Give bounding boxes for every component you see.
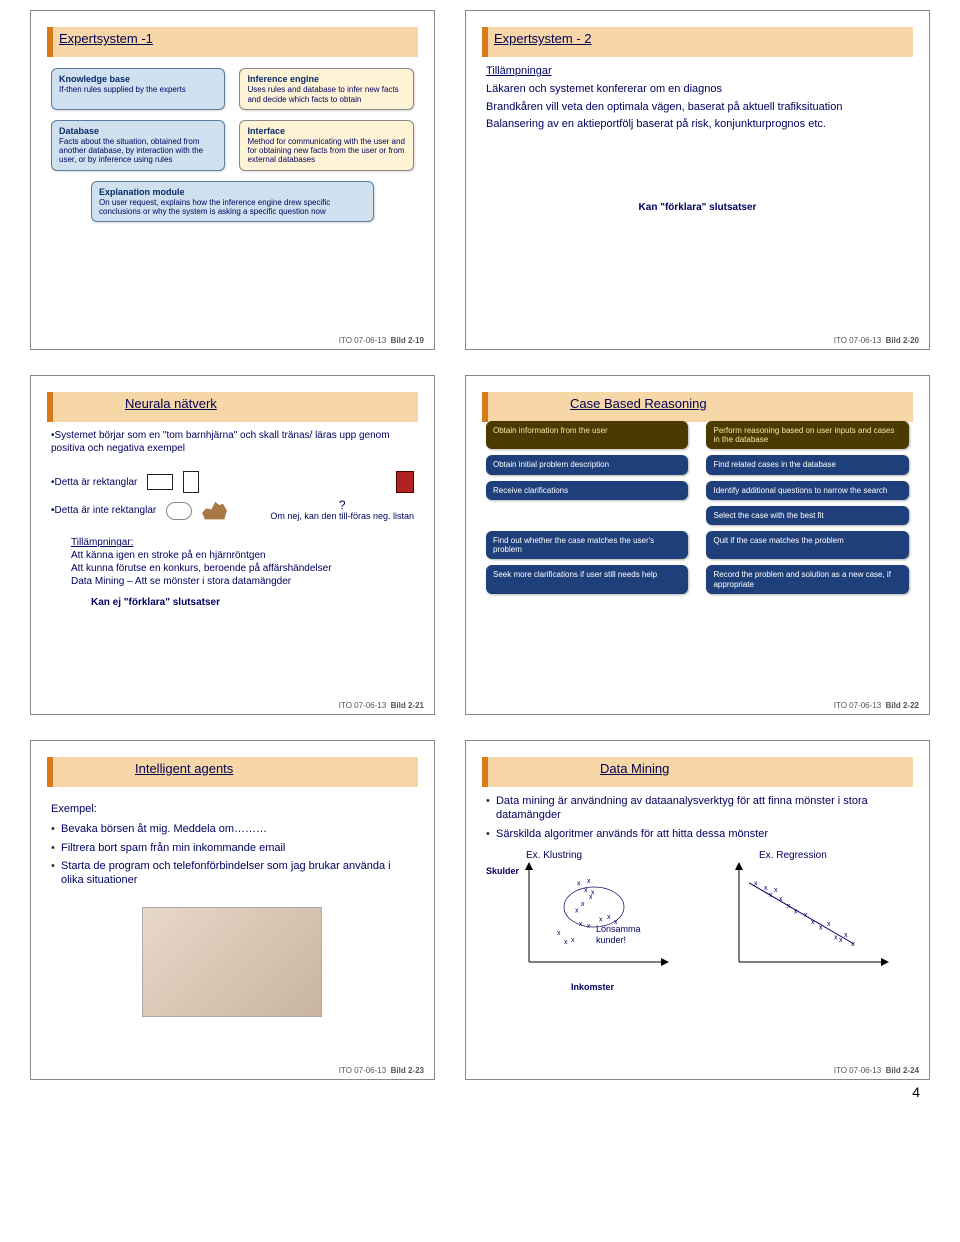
question-text: ? Om nej, kan den till-föras neg. listan (270, 499, 414, 522)
box-knowledge-base: Knowledge baseIf-then rules supplied by … (51, 68, 225, 110)
svg-text:x: x (575, 907, 579, 914)
cbr-step: Identify additional questions to narrow … (706, 481, 909, 500)
svg-text:x: x (599, 916, 603, 923)
rectangle-icon (147, 474, 173, 490)
page-number: 4 (912, 1084, 920, 1100)
regression-chart: Ex. Regression xxxxxxxxxxxxxxx (729, 849, 909, 1017)
explain-note: Kan "förklara" slutsatser (486, 201, 909, 214)
agent-examples: Bevaka börsen åt mig. Meddela om……… Filt… (51, 822, 414, 887)
cbr-step: Obtain initial problem description (486, 455, 689, 474)
slide-footer: ITO 07-06-13 Bild 2-21 (339, 701, 424, 710)
cloud-icon (166, 502, 192, 520)
svg-text:x: x (581, 901, 585, 908)
application-line: Balansering av en aktieportfölj baserat … (486, 117, 909, 131)
cbr-step: Select the case with the best fit (706, 506, 909, 525)
neg-label: •Detta är inte rektanglar (51, 504, 156, 517)
app-line: Att känna igen en stroke på en hjärnrönt… (71, 549, 414, 562)
slide-title: Intelligent agents (45, 755, 420, 776)
slide-footer: ITO 07-06-13 Bild 2-24 (834, 1066, 919, 1075)
svg-text:x: x (564, 939, 568, 946)
list-item: Starta de program och telefonförbindelse… (51, 859, 414, 888)
expert-system-diagram: Knowledge baseIf-then rules supplied by … (51, 68, 414, 222)
applications-heading: Tillämpningar (486, 64, 909, 78)
svg-text:x: x (834, 934, 838, 941)
rectangle-icon (183, 471, 199, 493)
application-line: Läkaren och systemet konfererar om en di… (486, 82, 909, 96)
intro-text: •Systemet börjar som en "tom barnhjärna"… (51, 429, 414, 455)
svg-text:x: x (571, 937, 575, 944)
application-line: Brandkåren vill veta den optimala vägen,… (486, 100, 909, 114)
slide-footer: ITO 07-06-13 Bild 2-22 (834, 701, 919, 710)
apps-heading: Tillämpningar: (71, 536, 414, 549)
slide-expertsystem-2: Expertsystem - 2 Tillämpningar Läkaren o… (465, 10, 930, 350)
slide-title: Data Mining (480, 755, 915, 776)
chart-title: Ex. Regression (759, 849, 909, 862)
cbr-step: Find related cases in the database (706, 455, 909, 474)
cbr-step: Record the problem and solution as a new… (706, 565, 909, 593)
cluster-svg: xxxxxxxxxxxxxxx (519, 862, 699, 982)
example-label: Exempel: (51, 802, 414, 816)
svg-text:x: x (827, 921, 831, 928)
svg-text:x: x (557, 930, 561, 937)
slide-grid: Expertsystem -1 Knowledge baseIf-then ru… (0, 10, 960, 1080)
app-line: Data Mining – Att se mönster i stora dat… (71, 575, 414, 588)
cluster-annotation: Lönsamma kunder! (596, 924, 656, 947)
slide-title: Expertsystem - 2 (480, 25, 915, 46)
slide-title: Case Based Reasoning (480, 390, 915, 411)
photo-placeholder (142, 907, 322, 1017)
data-mining-bullets: Data mining är användning av dataanalysv… (486, 794, 909, 841)
cluster-chart: Ex. Klustring Skulder xxxxxxxxxxxxxxx (486, 849, 699, 1017)
slide-footer: ITO 07-06-13 Bild 2-19 (339, 336, 424, 345)
cbr-step: Perform reasoning based on user inputs a… (706, 421, 909, 449)
book-icon (396, 471, 414, 493)
svg-text:x: x (577, 880, 581, 887)
cbr-step: Receive clarifications (486, 481, 689, 500)
svg-text:x: x (607, 914, 611, 921)
svg-text:x: x (774, 887, 778, 894)
slide-expertsystem-1: Expertsystem -1 Knowledge baseIf-then ru… (30, 10, 435, 350)
app-line: Att kunna förutse en konkurs, beroende p… (71, 562, 414, 575)
box-database: DatabaseFacts about the situation, obtai… (51, 120, 225, 171)
slide-intelligent-agents: Intelligent agents Exempel: Bevaka börse… (30, 740, 435, 1080)
chart-title: Ex. Klustring (526, 849, 699, 862)
slide-footer: ITO 07-06-13 Bild 2-23 (339, 1066, 424, 1075)
cbr-step: Quit if the case matches the problem (706, 531, 909, 559)
svg-text:x: x (587, 878, 591, 885)
list-item: Bevaka börsen åt mig. Meddela om……… (51, 822, 414, 836)
slide-data-mining: Data Mining Data mining är användning av… (465, 740, 930, 1080)
svg-text:x: x (591, 889, 595, 896)
box-interface: InterfaceMethod for communicating with t… (239, 120, 414, 171)
no-explain-note: Kan ej "förklara" slutsatser (71, 596, 414, 609)
slide-title: Neurala nätverk (45, 390, 420, 411)
svg-text:x: x (844, 932, 848, 939)
y-axis-label: Skulder (486, 866, 519, 878)
regression-svg: xxxxxxxxxxxxxxx (729, 862, 909, 982)
slide-case-based-reasoning: Case Based Reasoning Obtain information … (465, 375, 930, 715)
x-axis-label: Inkomster (486, 982, 699, 994)
box-inference-engine: Inference engineUses rules and database … (239, 68, 414, 110)
slide-neural-networks: Neurala nätverk •Systemet börjar som en … (30, 375, 435, 715)
box-explanation-module: Explanation moduleOn user request, expla… (91, 181, 374, 223)
svg-text:x: x (839, 937, 843, 944)
list-item: Särskilda algoritmer används för att hit… (486, 827, 909, 841)
cbr-diagram: Obtain information from the user Perform… (486, 421, 909, 594)
cbr-step: Obtain information from the user (486, 421, 689, 449)
horse-icon (202, 500, 228, 522)
svg-text:x: x (851, 941, 855, 948)
cbr-step: Seek more clarifications if user still n… (486, 565, 689, 593)
slide-title: Expertsystem -1 (45, 25, 420, 46)
svg-text:x: x (764, 885, 768, 892)
list-item: Data mining är användning av dataanalysv… (486, 794, 909, 823)
cbr-step: Find out whether the case matches the us… (486, 531, 689, 559)
slide-footer: ITO 07-06-13 Bild 2-20 (834, 336, 919, 345)
list-item: Filtrera bort spam från min inkommande e… (51, 841, 414, 855)
pos-label: •Detta är rektanglar (51, 476, 137, 489)
